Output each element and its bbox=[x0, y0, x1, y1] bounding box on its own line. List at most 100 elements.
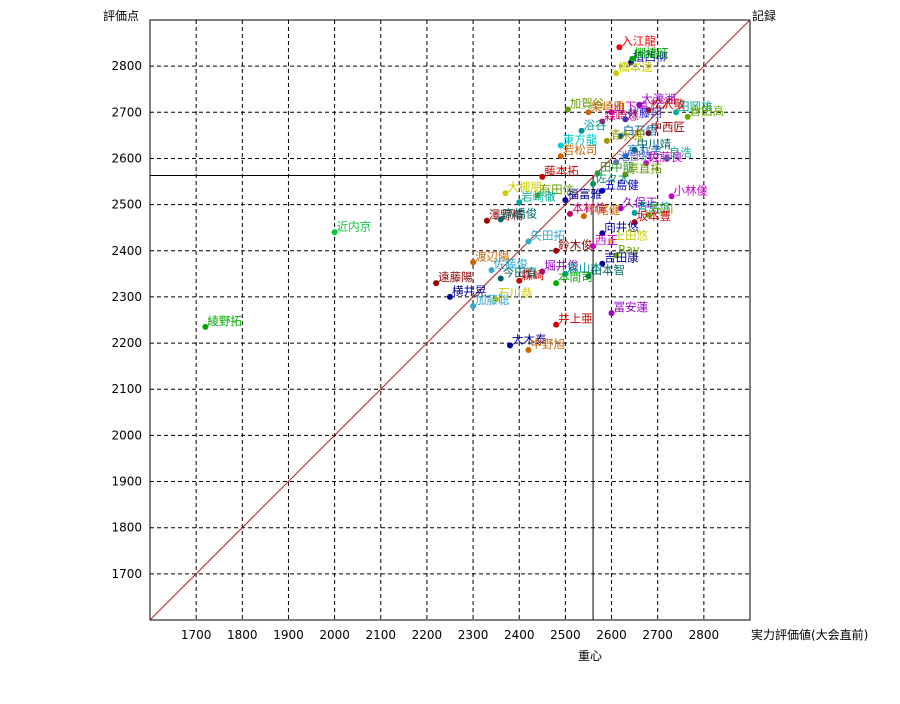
data-point bbox=[608, 109, 615, 116]
data-point bbox=[553, 280, 560, 287]
data-point-label: 中野旭 bbox=[530, 337, 565, 351]
data-point bbox=[613, 70, 620, 77]
data-point bbox=[433, 280, 440, 287]
y-tick-label: 2800 bbox=[111, 59, 142, 73]
data-point bbox=[668, 193, 675, 200]
plot-frame bbox=[149, 19, 751, 621]
data-point bbox=[631, 147, 638, 154]
data-point bbox=[497, 275, 504, 282]
data-point-label: Ray bbox=[618, 242, 640, 256]
data-point-label: 山本智 bbox=[590, 263, 625, 277]
data-point bbox=[585, 273, 592, 280]
data-point bbox=[507, 342, 513, 349]
data-point-label: 高丸圭 bbox=[627, 143, 662, 157]
data-point bbox=[622, 116, 629, 123]
data-point-label: 石川 bbox=[650, 202, 673, 216]
data-point-label: 青島信 bbox=[637, 200, 672, 214]
y-tick-label: 1800 bbox=[111, 521, 142, 535]
data-point-label: 入江龍 bbox=[621, 34, 656, 48]
data-point-label: 高橋俊 bbox=[503, 206, 538, 220]
data-point-label: 加藤聡 bbox=[475, 293, 510, 307]
data-point-label: 向井悠 bbox=[604, 220, 639, 234]
x-tick-label: 2100 bbox=[365, 628, 396, 642]
data-point-label: 田中龍 bbox=[600, 160, 635, 174]
data-point bbox=[590, 243, 597, 250]
data-point-label: 森崎 bbox=[521, 268, 544, 282]
diagonal-layer bbox=[149, 19, 751, 621]
data-point-label: 井上亜 bbox=[558, 312, 593, 326]
data-point-label: 澤野精 bbox=[489, 208, 524, 222]
data-point bbox=[562, 197, 569, 203]
centroid-layer bbox=[150, 175, 594, 620]
data-point-label: 本間司 bbox=[558, 270, 593, 284]
data-point bbox=[516, 277, 523, 284]
data-point-label: 坂本豊 bbox=[637, 209, 672, 223]
data-point-label: 倉田高 bbox=[690, 104, 725, 118]
data-point bbox=[516, 199, 523, 206]
data-point bbox=[613, 159, 620, 166]
data-point bbox=[488, 267, 495, 274]
y-tick-label: 2700 bbox=[111, 105, 142, 119]
data-point-label: 森崎悠 bbox=[604, 109, 639, 123]
data-point-label: 中尾健 bbox=[586, 203, 621, 217]
data-point-label: 大木泰 bbox=[512, 332, 547, 346]
x-axis-title: 実力評価値(大会直前) bbox=[751, 627, 868, 642]
y-tick-label: 2300 bbox=[111, 290, 142, 304]
data-point-label: 渡辺陽 bbox=[475, 249, 510, 263]
data-point bbox=[534, 192, 541, 199]
data-point bbox=[684, 113, 691, 120]
data-point-label: 福富雅 bbox=[567, 187, 602, 201]
data-point-label: 東方龍 bbox=[563, 133, 598, 147]
data-point bbox=[599, 230, 606, 237]
data-point bbox=[578, 127, 585, 134]
y-tick-label: 2100 bbox=[111, 382, 142, 396]
data-point bbox=[564, 106, 571, 113]
data-point bbox=[599, 260, 606, 267]
data-point-label: 中西匠 bbox=[650, 120, 685, 134]
data-point bbox=[557, 142, 564, 149]
centroid-label: 重心 bbox=[578, 649, 602, 663]
data-point-label: 浴谷 bbox=[584, 118, 607, 132]
x-tick-label: 2500 bbox=[550, 628, 581, 642]
data-point bbox=[502, 190, 509, 197]
data-point bbox=[629, 55, 636, 62]
data-point bbox=[567, 210, 573, 217]
data-point bbox=[631, 209, 638, 216]
data-point bbox=[553, 321, 560, 328]
data-point-label: 棚橋旺 bbox=[634, 46, 669, 60]
data-point bbox=[617, 133, 624, 140]
data-point bbox=[590, 180, 597, 187]
x-tick-label: 2300 bbox=[458, 628, 489, 642]
data-point bbox=[617, 205, 624, 212]
data-point-label: 松沢敬 bbox=[650, 97, 685, 111]
data-point-label: 小林俊 bbox=[674, 183, 709, 197]
data-point bbox=[599, 118, 606, 125]
data-point-label: 吉田康 bbox=[604, 251, 639, 265]
data-point-label: 森山本 bbox=[567, 261, 602, 275]
data-point-label: 有田信 bbox=[540, 182, 575, 196]
x-tick-label: 2200 bbox=[412, 628, 443, 642]
data-point-label: 佐藤俊 bbox=[494, 257, 529, 271]
data-point bbox=[525, 238, 532, 245]
data-point bbox=[470, 259, 477, 266]
data-point-label: 横井晃 bbox=[452, 284, 487, 298]
data-point-label: 加賀谷 bbox=[570, 97, 605, 111]
y-tick-label: 2000 bbox=[111, 428, 142, 442]
data-point bbox=[636, 101, 643, 108]
data-point-label: 大渡湘 bbox=[641, 92, 676, 106]
x-tick-label: 2700 bbox=[642, 628, 673, 642]
data-point-label: 鈴木俊 bbox=[558, 238, 593, 252]
data-point-label: 綾野拓 bbox=[207, 314, 242, 328]
data-point bbox=[608, 238, 615, 245]
data-point-label: 堀井俊 bbox=[544, 259, 579, 273]
data-point-label: 柴崎雅 bbox=[590, 99, 625, 113]
data-point-label: 佐藤良 bbox=[648, 150, 683, 164]
data-point-label: 原直拓 bbox=[627, 162, 662, 176]
y-axis-title: 評価点 bbox=[103, 8, 139, 23]
x-tick-label: 1800 bbox=[227, 628, 258, 642]
x-tick-label: 2000 bbox=[319, 628, 350, 642]
data-point bbox=[594, 170, 601, 177]
data-point-label: 田岡雄 bbox=[678, 99, 713, 113]
